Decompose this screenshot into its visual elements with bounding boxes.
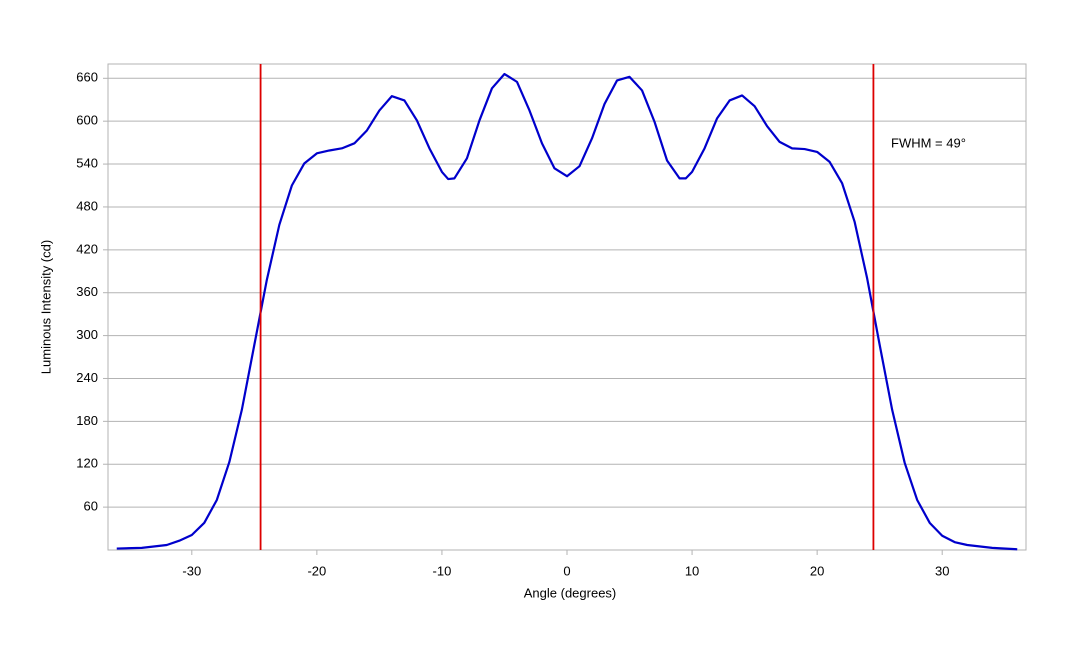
x-axis-label: Angle (degrees) <box>524 585 617 600</box>
y-tick-label: 240 <box>76 370 98 385</box>
annotation: FWHM = 49° <box>891 135 966 150</box>
y-tick-label: 360 <box>76 284 98 299</box>
y-tick-label: 300 <box>76 327 98 342</box>
x-tick-label: -10 <box>433 563 452 578</box>
x-tick-label: 20 <box>810 563 824 578</box>
y-tick-label: 660 <box>76 70 98 85</box>
x-tick-label: -30 <box>182 563 201 578</box>
y-tick-label: 600 <box>76 113 98 128</box>
x-tick-label: 30 <box>935 563 949 578</box>
plot-area <box>107 63 1027 551</box>
line <box>116 72 1018 551</box>
y-tick-label: 480 <box>76 198 98 213</box>
y-tick-label: 540 <box>76 155 98 170</box>
x-tick-label: -20 <box>307 563 326 578</box>
y-axis-label: Luminous Intensity (cd) <box>38 240 53 374</box>
x-tick-label: 10 <box>685 563 699 578</box>
x-tick-label: 0 <box>563 563 570 578</box>
y-tick-label: 180 <box>76 413 98 428</box>
y-tick-label: 60 <box>84 499 98 514</box>
y-tick-label: 120 <box>76 456 98 471</box>
y-tick-label: 420 <box>76 241 98 256</box>
